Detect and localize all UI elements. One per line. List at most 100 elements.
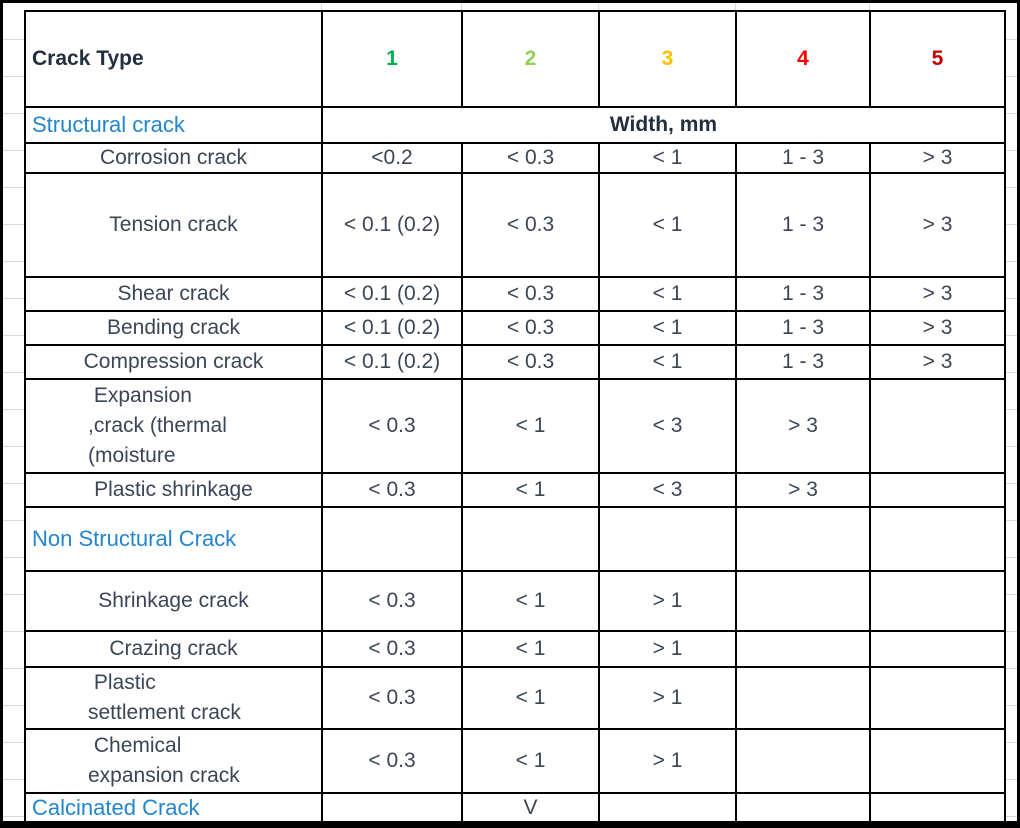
value-cell[interactable]: < 0.3: [461, 310, 600, 346]
value-cell[interactable]: [735, 506, 871, 572]
value-cell[interactable]: < 0.3: [321, 728, 463, 794]
value-cell[interactable]: [735, 792, 871, 824]
value-cell[interactable]: > 3: [869, 172, 1006, 278]
section-row-non-structural-crack: Non Structural Crack: [24, 506, 1006, 572]
value-cell[interactable]: 1 - 3: [735, 344, 871, 380]
value-cell[interactable]: < 0.3: [321, 472, 463, 508]
value-cell[interactable]: < 1: [598, 310, 737, 346]
value-cell[interactable]: > 3: [869, 310, 1006, 346]
value-cell[interactable]: < 0.1 (0.2): [321, 344, 463, 380]
value-cell[interactable]: < 0.3: [321, 666, 463, 730]
value-cell[interactable]: < 1: [598, 344, 737, 380]
value-cell[interactable]: [598, 506, 737, 572]
section-non-structural-cell[interactable]: Non Structural Crack: [24, 506, 323, 572]
row-label-cell[interactable]: Shrinkage crack: [24, 570, 323, 632]
value-cell[interactable]: < 0.3: [321, 630, 463, 668]
value-cell[interactable]: 1 - 3: [735, 310, 871, 346]
value-cell[interactable]: < 1: [598, 172, 737, 278]
row-label-cell[interactable]: Expansion ,crack (thermal (moisture: [24, 378, 323, 474]
value-cell[interactable]: [735, 630, 871, 668]
value-cell[interactable]: < 3: [598, 378, 737, 474]
value-cell[interactable]: < 0.3: [321, 570, 463, 632]
row-label-cell[interactable]: Tension crack: [24, 172, 323, 278]
value-cell[interactable]: [735, 570, 871, 632]
value-cell[interactable]: > 1: [598, 666, 737, 730]
row-shrinkage-crack: Shrinkage crack < 0.3 < 1 > 1: [24, 570, 1006, 632]
value-cell[interactable]: < 0.3: [321, 378, 463, 474]
crack-type-header-cell[interactable]: Crack Type: [24, 10, 323, 108]
row-label-cell[interactable]: Shear crack: [24, 276, 323, 312]
gridline-stub: [598, 3, 599, 11]
value-cell[interactable]: < 0.3: [461, 276, 600, 312]
width-header-row: Structural crack Width, mm: [24, 106, 1006, 144]
value-cell[interactable]: < 1: [461, 728, 600, 794]
value-cell[interactable]: < 1: [461, 472, 600, 508]
width-mm-merged-cell[interactable]: Width, mm: [321, 106, 1006, 144]
gridline-stub: [461, 3, 462, 11]
value-cell[interactable]: < 1: [461, 666, 600, 730]
value-cell[interactable]: [869, 792, 1006, 824]
section-calcinated-cell[interactable]: Calcinated Crack: [24, 792, 323, 824]
value-cell[interactable]: 1 - 3: [735, 276, 871, 312]
value-cell[interactable]: > 1: [598, 728, 737, 794]
value-cell[interactable]: < 0.1 (0.2): [321, 276, 463, 312]
row-label-cell[interactable]: Bending crack: [24, 310, 323, 346]
row-tension-crack: Tension crack < 0.1 (0.2) < 0.3 < 1 1 - …: [24, 172, 1006, 278]
value-cell[interactable]: < 3: [598, 472, 737, 508]
value-cell[interactable]: 1 - 3: [735, 172, 871, 278]
value-cell[interactable]: > 1: [598, 570, 737, 632]
value-cell[interactable]: [598, 792, 737, 824]
value-cell[interactable]: [869, 472, 1006, 508]
value-cell[interactable]: 1 - 3: [735, 142, 871, 174]
value-cell[interactable]: > 3: [735, 472, 871, 508]
value-cell[interactable]: > 3: [869, 344, 1006, 380]
row-shear-crack: Shear crack < 0.1 (0.2) < 0.3 < 1 1 - 3 …: [24, 276, 1006, 312]
row-label-cell[interactable]: Plastic settlement crack: [24, 666, 323, 730]
value-cell[interactable]: [869, 630, 1006, 668]
grade-3-header-cell[interactable]: 3: [598, 10, 737, 108]
value-cell[interactable]: [869, 728, 1006, 794]
value-cell[interactable]: [869, 570, 1006, 632]
gridline-stub: [735, 3, 736, 11]
value-cell[interactable]: < 0.3: [461, 344, 600, 380]
section-structural-crack-cell[interactable]: Structural crack: [24, 106, 323, 144]
value-cell[interactable]: > 1: [598, 630, 737, 668]
row-label-cell[interactable]: Corrosion crack: [24, 142, 323, 174]
value-cell[interactable]: < 0.3: [461, 172, 600, 278]
value-cell[interactable]: <0.2: [321, 142, 463, 174]
value-cell[interactable]: [869, 506, 1006, 572]
value-cell-checkmark[interactable]: V: [461, 792, 600, 824]
value-cell[interactable]: > 3: [735, 378, 871, 474]
value-cell[interactable]: [869, 378, 1006, 474]
value-cell[interactable]: < 1: [461, 378, 600, 474]
crack-type-table: Crack Type 1 2 3 4 5 Structural crack Wi…: [24, 10, 1006, 824]
row-corrosion-crack: Corrosion crack <0.2 < 0.3 < 1 1 - 3 > 3: [24, 142, 1006, 174]
grade-2-header-cell[interactable]: 2: [461, 10, 600, 108]
value-cell[interactable]: [461, 506, 600, 572]
value-cell[interactable]: < 1: [598, 276, 737, 312]
grade-1-header-cell[interactable]: 1: [321, 10, 463, 108]
value-cell[interactable]: < 0.1 (0.2): [321, 310, 463, 346]
row-label-cell[interactable]: Compression crack: [24, 344, 323, 380]
row-label-cell[interactable]: Chemical expansion crack: [24, 728, 323, 794]
value-cell[interactable]: < 1: [598, 142, 737, 174]
grade-5-header-cell[interactable]: 5: [869, 10, 1006, 108]
value-cell[interactable]: > 3: [869, 142, 1006, 174]
row-crazing-crack: Crazing crack < 0.3 < 1 > 1: [24, 630, 1006, 668]
row-label-cell[interactable]: Crazing crack: [24, 630, 323, 668]
value-cell[interactable]: [321, 792, 463, 824]
row-label-cell[interactable]: Plastic shrinkage: [24, 472, 323, 508]
value-cell[interactable]: [869, 666, 1006, 730]
value-cell[interactable]: < 1: [461, 630, 600, 668]
value-cell[interactable]: [735, 728, 871, 794]
row-expansion-crack: Expansion ,crack (thermal (moisture < 0.…: [24, 378, 1006, 474]
grade-4-header-cell[interactable]: 4: [735, 10, 871, 108]
row-plastic-settlement-crack: Plastic settlement crack < 0.3 < 1 > 1: [24, 666, 1006, 730]
value-cell[interactable]: [321, 506, 463, 572]
row-chemical-expansion-crack: Chemical expansion crack < 0.3 < 1 > 1: [24, 728, 1006, 794]
value-cell[interactable]: < 0.3: [461, 142, 600, 174]
value-cell[interactable]: < 0.1 (0.2): [321, 172, 463, 278]
value-cell[interactable]: < 1: [461, 570, 600, 632]
value-cell[interactable]: > 3: [869, 276, 1006, 312]
value-cell[interactable]: [735, 666, 871, 730]
